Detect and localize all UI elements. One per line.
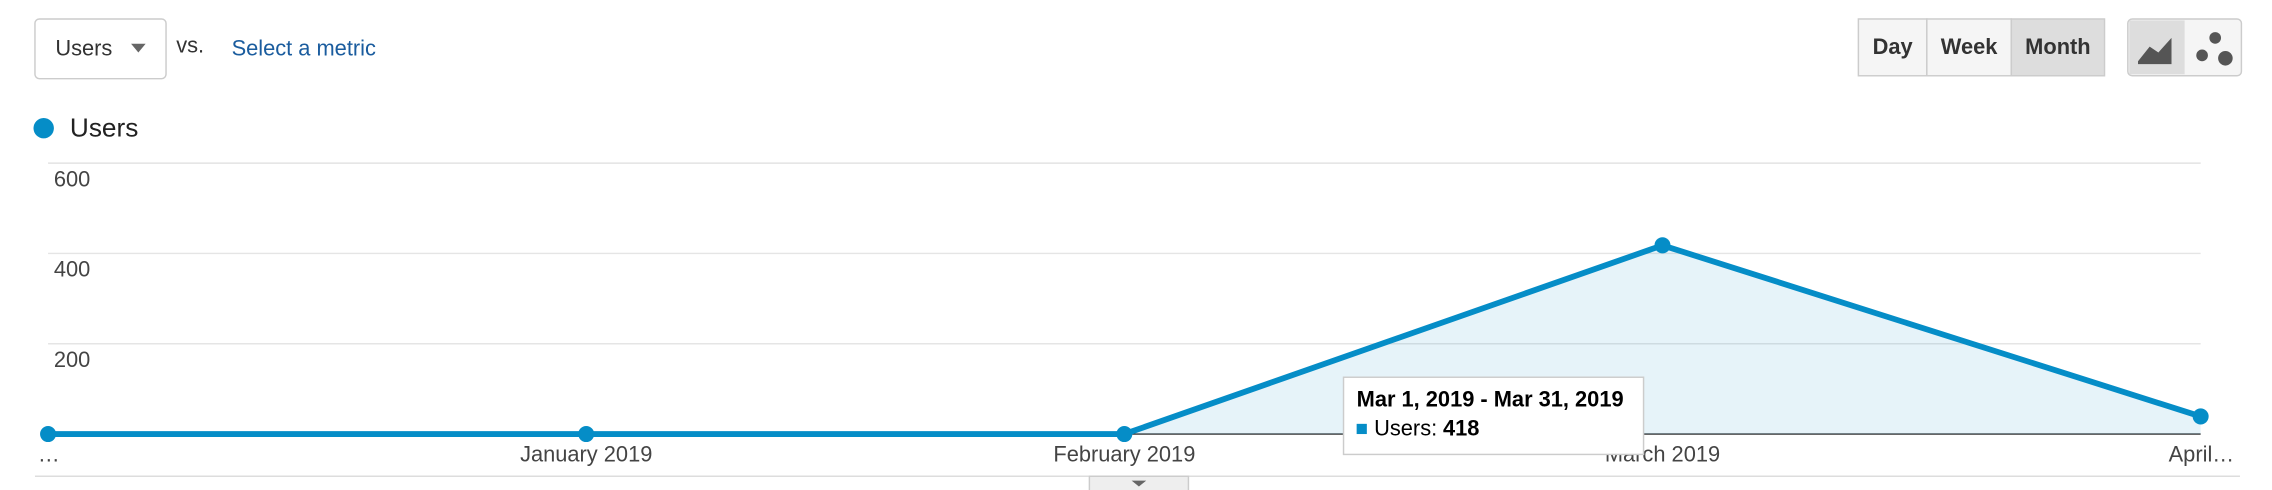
motion-icon [2218,51,2233,66]
tooltip-marker [1356,423,1367,435]
period-button[interactable] [1857,18,1928,77]
line-chart-button[interactable] [2129,20,2185,75]
data-point[interactable] [40,426,57,443]
period-buttons: Day Week Month [1857,18,2106,77]
x-tick-label: April… [2169,442,2235,467]
collapse-caret [1131,480,1147,487]
legend-label: Users [70,113,138,143]
y-tick-label: 600 [54,166,90,191]
metric-dropdown[interactable]: Users [34,18,167,80]
y-tick-label: 200 [54,347,90,372]
series-area [48,245,2201,435]
legend-marker [33,118,54,139]
period-label: Day [1873,34,1914,59]
period-button[interactable] [2010,18,2106,77]
data-point[interactable] [578,426,595,443]
data-point[interactable] [1116,426,1133,443]
dropdown-box[interactable] [34,18,167,80]
chart-type-buttons [2127,18,2243,77]
period-button[interactable] [1926,18,2013,77]
motion-icon [2209,32,2222,44]
tooltip-label: Users: [1374,415,1437,440]
y-tick-label: 400 [54,257,90,282]
select-metric-link[interactable]: Select a metric [232,35,376,60]
period-label: Week [1941,34,1998,59]
tooltip-box [1342,376,1645,456]
motion-icon[interactable] [2196,49,2208,62]
dropdown-label[interactable]: Users [55,35,112,60]
line-chart-icon [2138,37,2172,65]
x-tick-label: January 2019 [520,442,652,467]
x-tick-label: … [38,442,60,467]
tooltip-title: Mar 1, 2019 - Mar 31, 2019 [1357,386,1624,411]
data-point[interactable] [1654,237,1671,254]
x-tick-label: February 2019 [1053,442,1195,467]
dropdown-caret [131,43,146,53]
data-point[interactable] [2192,408,2209,425]
tooltip-value: 418 [1443,415,1479,440]
period-label: Month [2025,34,2090,59]
vs-label: vs. [176,32,204,57]
